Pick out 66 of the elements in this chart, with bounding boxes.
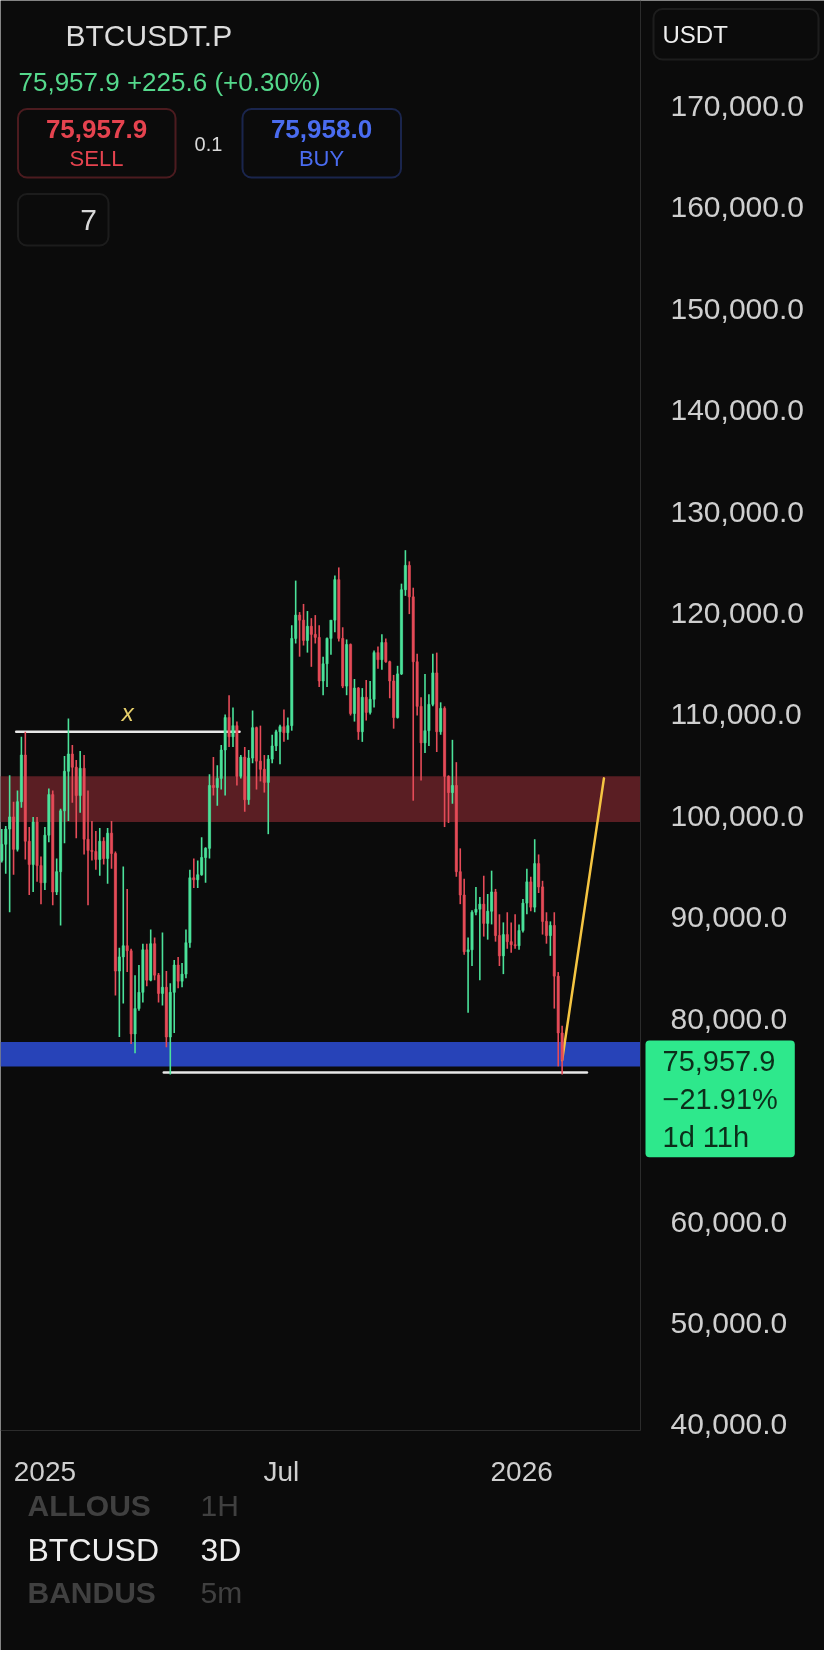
candlestick	[302, 603, 305, 647]
annotation: BUY	[298, 146, 345, 171]
candlestick	[380, 633, 384, 671]
candlestick	[208, 773, 211, 860]
y-tick-label: 80,000.0	[670, 1001, 788, 1035]
candlestick	[255, 725, 258, 791]
candlestick	[258, 724, 262, 783]
candlestick	[309, 617, 313, 668]
candlestick	[490, 869, 494, 926]
y-tick-label: 170,000.0	[670, 88, 804, 122]
series-label: x	[120, 698, 135, 726]
text: 75,957.9 −21.91% 1d 11h	[662, 1044, 778, 1154]
candlestick	[423, 673, 427, 754]
y-tick-label: 110,000.0	[670, 697, 802, 731]
annotation: 75,957.9	[45, 113, 148, 144]
candlestick	[505, 911, 509, 950]
text: BTCUSD	[27, 1531, 160, 1568]
annotation: 0.1	[194, 132, 223, 155]
y-tick-label: 90,000.0	[670, 900, 788, 934]
y-tick-label: 140,000.0	[670, 393, 804, 427]
y-tick-label: 160,000.0	[670, 190, 804, 224]
y-tick-label: 50,000.0	[670, 1306, 788, 1339]
candlestick	[8, 774, 12, 914]
annotation: 75,958.0	[270, 113, 373, 144]
candlestick	[262, 754, 266, 794]
text: 3D	[200, 1531, 242, 1568]
candlestick	[513, 913, 517, 950]
text: BTCUSDT.P	[65, 19, 233, 52]
candlestick	[282, 708, 286, 743]
annotation: 7	[80, 202, 97, 236]
candlestick	[161, 931, 164, 1007]
candlestick	[353, 678, 356, 723]
candlestick	[364, 679, 368, 722]
candlestick	[349, 642, 352, 717]
annotation: SELL	[69, 146, 124, 171]
y-tick-label: 130,000.0	[670, 494, 804, 528]
candlestick	[66, 717, 70, 822]
candlestick	[211, 756, 215, 797]
x-tick-label: Jul	[263, 1455, 300, 1487]
y-tick-label: 60,000.0	[670, 1204, 788, 1238]
candlestick	[176, 956, 180, 990]
candlestick	[548, 920, 552, 957]
text: 75,957.9 +225.6 (+0.30%)	[18, 66, 321, 97]
candlestick	[278, 723, 282, 765]
candlestick	[450, 739, 454, 805]
candlestick	[306, 610, 309, 654]
candlestick	[98, 827, 102, 877]
y-tick-label: 100,000.0	[670, 798, 804, 832]
candlestick	[231, 706, 235, 748]
candlestick	[239, 754, 243, 780]
y-tick-label: 120,000.0	[670, 596, 804, 630]
candlestick	[376, 645, 380, 670]
text: USDT	[662, 21, 729, 48]
candlestick	[439, 701, 443, 736]
candlestick	[486, 893, 490, 941]
candlestick	[12, 800, 15, 876]
candlestick	[482, 874, 486, 938]
candlestick	[298, 611, 302, 658]
x-tick-label: 2026	[490, 1455, 553, 1487]
candlestick	[102, 836, 106, 866]
candlestick	[227, 694, 231, 748]
y-tick-label: 150,000.0	[670, 291, 804, 325]
x-tick-label: 2025	[13, 1455, 77, 1487]
candlestick	[501, 921, 505, 975]
y-tick-label: 40,000.0	[670, 1407, 788, 1441]
candlestick	[192, 857, 196, 889]
